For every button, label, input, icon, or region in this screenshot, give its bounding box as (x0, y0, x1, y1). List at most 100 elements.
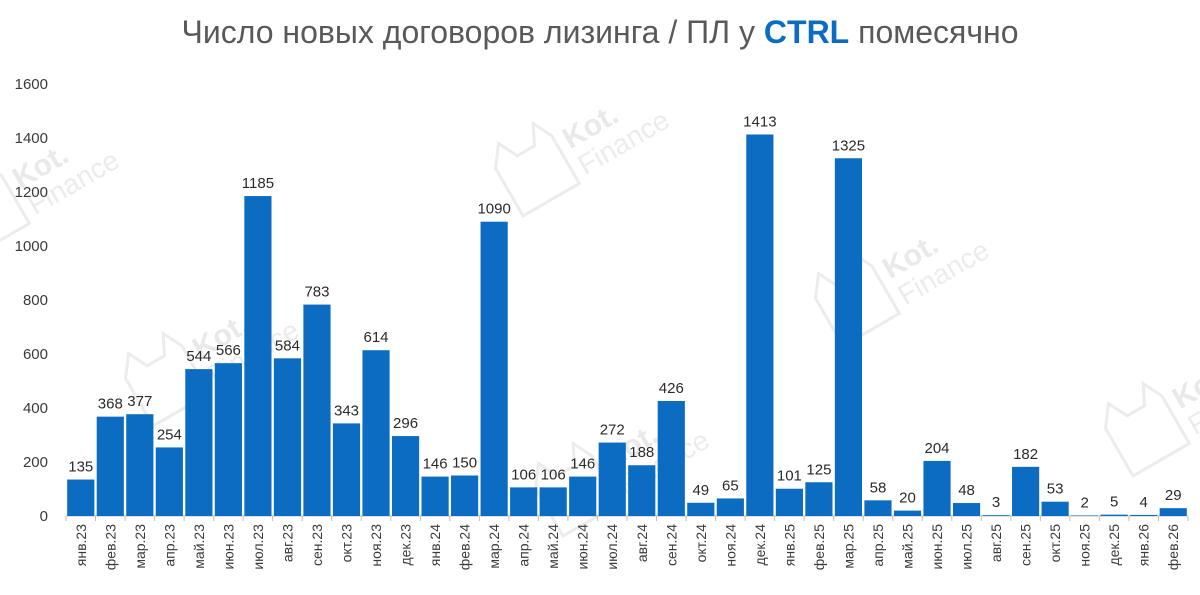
data-label: 125 (806, 461, 831, 478)
x-tick-label: окт.24 (693, 524, 709, 563)
data-label: 58 (870, 479, 887, 496)
watermark-logo: Kot.Finance (0, 138, 124, 259)
data-label: 783 (304, 284, 329, 301)
x-tick-label: янв.24 (427, 524, 443, 566)
bar (244, 196, 272, 517)
data-label: 584 (275, 337, 300, 354)
x-tick-label: июл.24 (604, 524, 620, 570)
bar (1071, 515, 1099, 516)
x-tick-label: апр.25 (870, 524, 886, 567)
bar (480, 221, 508, 516)
watermark-logo: Kot.Finance (813, 228, 994, 349)
bar (1041, 501, 1069, 516)
x-tick-label: фев.23 (102, 524, 118, 570)
data-label: 106 (541, 466, 566, 483)
x-tick-label: июл.25 (959, 524, 975, 570)
data-label: 1185 (242, 175, 274, 192)
x-tick-label: апр.24 (516, 524, 532, 567)
chart-title-brand: CTRL (763, 14, 850, 50)
bar (864, 500, 892, 516)
bar (657, 400, 685, 516)
bar (539, 487, 567, 516)
bar (362, 350, 390, 516)
chart-title-prefix: Число новых договоров лизинга / ПЛ у (181, 14, 764, 50)
x-tick-label: май.25 (900, 524, 916, 569)
bar (746, 134, 774, 517)
bar (451, 475, 479, 516)
x-tick-label: янв.25 (781, 524, 797, 566)
data-label: 254 (157, 426, 182, 443)
data-label: 343 (334, 402, 359, 419)
x-tick-label: авг.25 (988, 524, 1004, 562)
data-label: 566 (216, 342, 241, 359)
data-label: 49 (692, 482, 709, 499)
data-label: 377 (127, 393, 152, 410)
y-tick-label: 600 (23, 346, 48, 363)
watermark-cat-icon (0, 160, 32, 259)
data-label: 48 (958, 482, 975, 499)
data-label: 2 (1080, 494, 1088, 511)
bar (569, 476, 597, 516)
bar (96, 416, 124, 516)
bar (185, 369, 213, 516)
x-tick-label: июн.23 (220, 524, 236, 570)
data-label: 368 (98, 396, 123, 413)
bar (598, 442, 626, 516)
bar (716, 498, 744, 516)
data-label: 20 (899, 490, 916, 507)
x-tick-label: мар.24 (486, 524, 502, 569)
bar (923, 460, 951, 516)
data-label: 188 (629, 444, 654, 461)
data-label: 182 (1013, 446, 1038, 463)
bar (332, 423, 361, 516)
y-tick-label: 1600 (15, 76, 48, 93)
x-tick-label: июн.24 (575, 524, 591, 570)
data-label: 272 (600, 422, 625, 439)
bar (834, 158, 863, 516)
bar (273, 358, 302, 516)
data-label: 1325 (832, 137, 865, 154)
data-label: 106 (511, 466, 536, 483)
watermark-cat-icon (493, 120, 582, 219)
watermark-cat-icon (1103, 380, 1192, 479)
x-tick-label: ноя.24 (722, 524, 738, 567)
data-label: 204 (925, 440, 950, 457)
bar (1100, 514, 1128, 516)
bar (421, 476, 449, 516)
data-label: 29 (1165, 487, 1182, 504)
bar (775, 488, 803, 516)
bar (687, 502, 715, 516)
x-tick-label: авг.24 (634, 524, 650, 562)
watermark-logo: Kot.Finance (493, 98, 674, 219)
y-tick-label: 1200 (15, 184, 48, 201)
chart-title-suffix: помесячно (849, 14, 1019, 50)
bar (510, 487, 538, 516)
data-label: 5 (1110, 494, 1118, 511)
x-tick-label: мар.25 (840, 524, 856, 569)
data-label: 544 (186, 348, 211, 365)
x-tick-label: май.23 (191, 524, 207, 569)
y-tick-label: 1400 (15, 130, 48, 147)
x-tick-label: сен.24 (663, 524, 679, 566)
x-tick-label: фев.26 (1165, 524, 1181, 570)
x-tick-label: дек.25 (1106, 524, 1122, 566)
y-tick-label: 800 (23, 292, 48, 309)
bar (628, 465, 656, 516)
x-tick-label: дек.23 (398, 524, 414, 566)
x-tick-label: июл.23 (250, 524, 266, 570)
x-tick-label: янв.23 (73, 524, 89, 566)
data-label: 146 (423, 456, 448, 473)
bars (67, 134, 1187, 517)
data-label: 146 (570, 456, 595, 473)
data-label: 614 (364, 329, 389, 346)
x-tick-label: окт.23 (339, 524, 355, 563)
data-label: 65 (722, 477, 739, 494)
y-tick-label: 1000 (15, 238, 48, 255)
bar (126, 414, 154, 516)
axes: 0 200 400 600 800 1000 1200 1400 1600 янв.23 фев.2… (15, 76, 1189, 570)
x-tick-label: май.24 (545, 524, 561, 569)
data-label: 101 (777, 468, 802, 485)
